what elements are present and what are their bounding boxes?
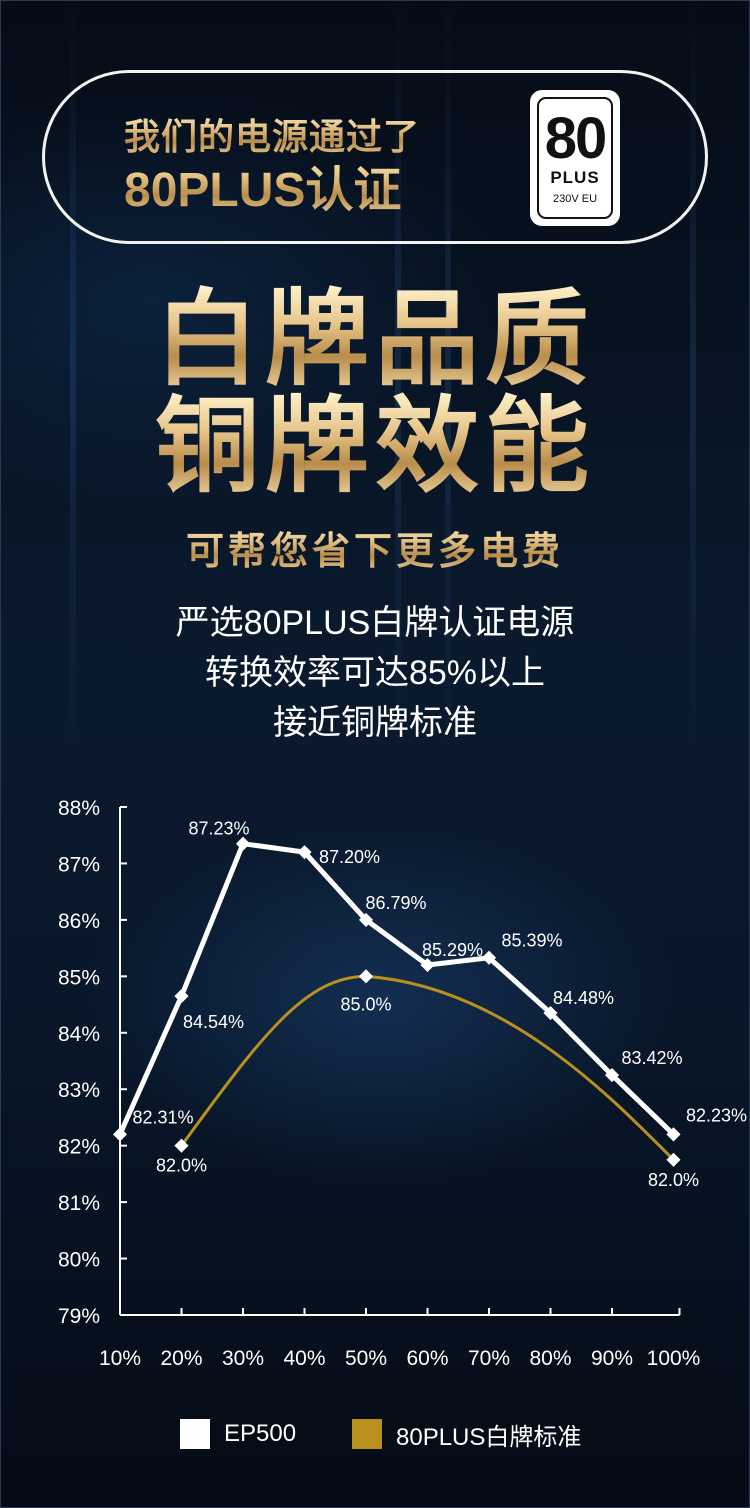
x-tick-label: 60% bbox=[406, 1347, 448, 1370]
ep500-data-label: 85.39% bbox=[501, 931, 562, 951]
standard-data-label: 82.0% bbox=[156, 1156, 207, 1176]
y-tick-label: 87% bbox=[58, 853, 100, 876]
y-tick-label: 86% bbox=[58, 910, 100, 933]
x-tick-label: 70% bbox=[468, 1347, 510, 1370]
certification-text-line2: 80PLUS认证 bbox=[124, 150, 401, 220]
light-beam bbox=[445, 0, 451, 760]
chart-axes bbox=[119, 806, 681, 1316]
ep500-point bbox=[174, 989, 189, 1004]
light-beam bbox=[70, 0, 76, 760]
legend-label-standard: 80PLUS白牌标准 bbox=[396, 1423, 582, 1451]
data-labels: 82.31% 84.54% 87.23% 87.20% 86.79% 85.29% 85.3… bbox=[132, 819, 747, 1190]
standard-data-label: 82.0% bbox=[648, 1170, 699, 1190]
legend-swatch-standard bbox=[352, 1419, 382, 1449]
x-tick-label: 80% bbox=[529, 1347, 571, 1370]
description-line3: 接近铜牌标准 bbox=[273, 704, 477, 742]
standard-curve bbox=[180, 974, 675, 1161]
x-tick-label: 40% bbox=[283, 1347, 325, 1370]
ep500-point bbox=[604, 1068, 620, 1083]
legend-swatch-ep500 bbox=[180, 1419, 210, 1449]
x-axis-labels: 10% 20% 30% 40% 50% 60% 70% 80% 90% 100% bbox=[99, 1347, 700, 1370]
efficiency-chart: 79% 80% 81% 82% 83% 84% 85% 86% 87% 88% 10% 20% 30%… bbox=[58, 797, 747, 1370]
headline-line1: 白牌品质 bbox=[0, 285, 750, 395]
legend-label-ep500: EP500 bbox=[224, 1420, 297, 1447]
logo-plus: PLUS bbox=[550, 168, 600, 187]
legend-item-ep500: EP500 bbox=[180, 1414, 296, 1454]
legend-item-standard: 80PLUS白牌标准 bbox=[352, 1414, 581, 1454]
certification-banner bbox=[42, 70, 708, 244]
ep500-point bbox=[235, 836, 251, 851]
ep500-data-label: 84.48% bbox=[553, 988, 614, 1008]
ep500-point bbox=[481, 950, 497, 965]
ep500-data-label: 87.23% bbox=[188, 819, 249, 839]
ep500-data-label: 86.79% bbox=[365, 893, 426, 913]
ep500-data-label: 83.42% bbox=[621, 1048, 682, 1068]
y-tick-label: 81% bbox=[58, 1192, 100, 1215]
ep500-data-label: 87.20% bbox=[319, 847, 380, 867]
logo-voltage: 230V EU bbox=[552, 193, 598, 205]
y-axis-labels: 79% 80% 81% 82% 83% 84% 85% 86% 87% 88% bbox=[58, 797, 100, 1328]
y-tick-label: 83% bbox=[58, 1079, 100, 1102]
80plus-logo: 80 PLUS 230V EU bbox=[530, 90, 620, 226]
ep500-data-label: 85.29% bbox=[422, 940, 483, 960]
x-tick-label: 90% bbox=[591, 1347, 633, 1370]
ep500-point bbox=[420, 957, 435, 973]
description-line2: 转换效率可达85%以上 bbox=[204, 654, 546, 692]
ep500-data-label: 82.31% bbox=[132, 1107, 193, 1127]
description-line1: 严选80PLUS白牌认证电源 bbox=[175, 604, 575, 642]
light-beam bbox=[690, 0, 696, 760]
y-tick-label: 84% bbox=[58, 1023, 100, 1046]
y-tick-label: 82% bbox=[58, 1136, 100, 1159]
y-tick-label: 80% bbox=[58, 1249, 100, 1272]
certification-text-line1: 我们的电源通过了 bbox=[124, 108, 420, 160]
x-tick-label: 100% bbox=[647, 1347, 701, 1370]
light-beam bbox=[395, 0, 401, 760]
ep500-point bbox=[358, 912, 374, 927]
tagline: 可帮您省下更多电费 bbox=[0, 520, 750, 575]
ep500-data-label: 84.54% bbox=[183, 1012, 244, 1032]
ep500-point bbox=[112, 1127, 128, 1142]
y-tick-label: 88% bbox=[58, 797, 100, 820]
standard-data-label: 85.0% bbox=[340, 994, 391, 1014]
x-tick-label: 20% bbox=[160, 1347, 202, 1370]
logo-number: 80 bbox=[544, 106, 608, 171]
standard-point bbox=[358, 969, 374, 984]
x-tick-label: 10% bbox=[99, 1347, 141, 1370]
y-tick-label: 85% bbox=[58, 966, 100, 989]
y-tick-label: 79% bbox=[58, 1305, 100, 1328]
x-tick-label: 50% bbox=[345, 1347, 387, 1370]
x-tick-label: 30% bbox=[222, 1347, 264, 1370]
ep500-data-label: 82.23% bbox=[686, 1105, 747, 1125]
ep500-point bbox=[543, 1005, 558, 1021]
ep500-point bbox=[666, 1127, 681, 1142]
headline-line2: 铜牌效能 bbox=[0, 392, 750, 502]
ep500-line bbox=[117, 841, 676, 1137]
